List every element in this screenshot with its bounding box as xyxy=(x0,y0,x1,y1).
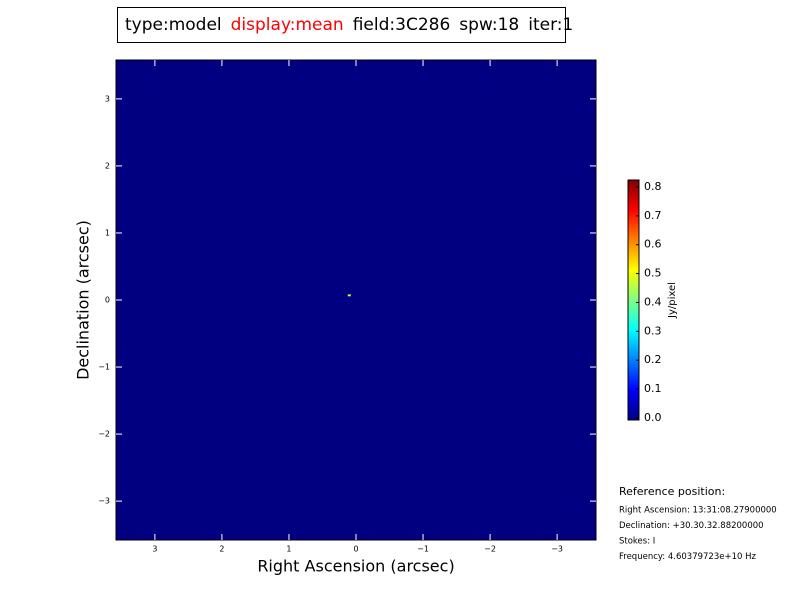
title-segment: display:mean xyxy=(231,15,344,35)
reference-heading: Reference position: xyxy=(619,485,725,498)
colorbar-tick-label: 0.2 xyxy=(644,353,662,366)
colorbar-tick-label: 0.1 xyxy=(644,382,662,395)
title-box xyxy=(117,7,566,43)
x-axis-label: Right Ascension (arcsec) xyxy=(257,557,454,576)
source-pixel xyxy=(347,294,351,297)
x-tick-label: 1 xyxy=(286,545,291,554)
x-tick-label: −2 xyxy=(484,545,496,554)
y-axis-label: Declination (arcsec) xyxy=(74,220,93,380)
colorbar xyxy=(627,179,640,421)
y-tick-label: −1 xyxy=(98,363,110,372)
y-tick-label: −3 xyxy=(98,497,110,506)
y-tick-label: 2 xyxy=(105,161,110,170)
x-tick-label: 2 xyxy=(219,545,224,554)
reference-line: Right Ascension: 13:31:08.27900000 xyxy=(619,506,777,516)
reference-line: Stokes: I xyxy=(619,537,655,547)
colorbar-tick-label: 0.0 xyxy=(644,411,662,424)
reference-line: Declination: +30.30.32.88200000 xyxy=(619,521,764,531)
colorbar-tick-label: 0.5 xyxy=(644,267,662,280)
colorbar-label: Jy/pixel xyxy=(667,282,678,319)
colorbar-tick-label: 0.6 xyxy=(644,238,662,251)
x-tick-label: 0 xyxy=(353,545,358,554)
x-tick-label: −1 xyxy=(417,545,429,554)
title-segment: type:model xyxy=(125,15,222,35)
y-tick-label: −2 xyxy=(98,430,110,439)
colorbar-tick-label: 0.8 xyxy=(644,180,662,193)
y-tick-label: 1 xyxy=(105,228,110,237)
y-tick-label: 3 xyxy=(105,94,110,103)
y-tick-label: 0 xyxy=(105,296,110,305)
colorbar-tick-label: 0.7 xyxy=(644,209,662,222)
title-segment: field:3C286 xyxy=(353,15,451,35)
chart-title: type:model display:mean field:3C286 spw:18 i… xyxy=(125,15,573,35)
image-background xyxy=(116,60,596,540)
x-tick-label: −3 xyxy=(551,545,563,554)
title-segment: spw:18 xyxy=(459,15,519,35)
colorbar-tick-label: 0.4 xyxy=(644,295,662,308)
x-tick-label: 3 xyxy=(152,545,157,554)
colorbar-tick-label: 0.3 xyxy=(644,324,662,337)
reference-line: Frequency: 4.60379723e+10 Hz xyxy=(619,552,756,562)
title-segment: iter:1 xyxy=(528,15,573,35)
